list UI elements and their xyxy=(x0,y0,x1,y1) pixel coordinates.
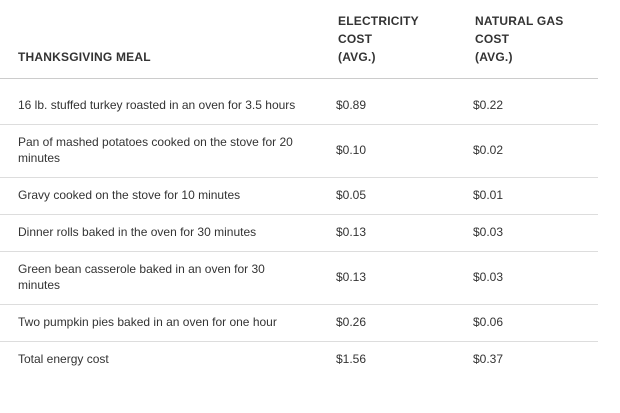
header-electricity-line: COST xyxy=(338,31,373,46)
electricity-cost-cell: $0.13 xyxy=(320,251,457,305)
natural-gas-cost-cell: $0.03 xyxy=(457,251,598,305)
meal-cell: 16 lb. stuffed turkey roasted in an oven… xyxy=(0,87,320,125)
natural-gas-cost-cell: $0.01 xyxy=(457,177,598,215)
natural-gas-cost-cell: $0.22 xyxy=(457,87,598,125)
meal-cell: Gravy cooked on the stove for 10 minutes xyxy=(0,177,320,215)
table-row: Dinner rolls baked in the oven for 30 mi… xyxy=(0,214,598,252)
total-electricity-cost-cell: $1.56 xyxy=(336,352,367,366)
electricity-cost-cell: $0.05 xyxy=(320,177,457,215)
header-electricity-cost: ELECTRICITY COST (AVG.) xyxy=(320,0,457,79)
natural-gas-cost-cell: $0.03 xyxy=(457,214,598,252)
table-header: THANKSGIVING MEAL ELECTRICITY COST (AVG.… xyxy=(0,0,598,79)
electricity-cost-cell: $0.26 xyxy=(320,304,457,342)
meal-cell: Dinner rolls baked in the oven for 30 mi… xyxy=(0,214,320,252)
electricity-cost-cell: $0.10 xyxy=(320,124,457,178)
natural-gas-cost-cell: $0.06 xyxy=(457,304,598,342)
energy-cost-table-container: THANKSGIVING MEAL ELECTRICITY COST (AVG.… xyxy=(0,0,598,378)
header-meal: THANKSGIVING MEAL xyxy=(0,0,320,79)
header-gas-line: NATURAL GAS xyxy=(475,13,564,28)
meal-cell: Two pumpkin pies baked in an oven for on… xyxy=(0,304,320,342)
meal-cell: Pan of mashed potatoes cooked on the sto… xyxy=(0,124,320,178)
table-body: 16 lb. stuffed turkey roasted in an oven… xyxy=(0,78,598,378)
total-natural-gas-cost-cell: $0.37 xyxy=(473,352,504,366)
electricity-cost-cell: $0.89 xyxy=(320,87,457,125)
table-row: Gravy cooked on the stove for 10 minutes… xyxy=(0,177,598,215)
table-row: Green bean casserole baked in an oven fo… xyxy=(0,251,598,305)
electricity-cost-cell: $0.13 xyxy=(320,214,457,252)
header-electricity-line: (AVG.) xyxy=(338,49,376,64)
header-row: THANKSGIVING MEAL ELECTRICITY COST (AVG.… xyxy=(0,0,598,79)
header-meal-line: THANKSGIVING MEAL xyxy=(18,49,151,64)
table-row: 16 lb. stuffed turkey roasted in an oven… xyxy=(0,87,598,125)
energy-cost-table: THANKSGIVING MEAL ELECTRICITY COST (AVG.… xyxy=(0,0,598,378)
header-gas-line: (AVG.) xyxy=(475,49,513,64)
header-gas-line: COST xyxy=(475,31,510,46)
table-spacer xyxy=(0,78,598,87)
meal-cell: Green bean casserole baked in an oven fo… xyxy=(0,251,320,305)
header-natural-gas-cost: NATURAL GAS COST (AVG.) xyxy=(457,0,598,79)
table-row: Pan of mashed potatoes cooked on the sto… xyxy=(0,124,598,178)
table-row-total: Total energy cost $1.56 $0.37 xyxy=(0,341,598,378)
header-electricity-line: ELECTRICITY xyxy=(338,13,419,28)
table-row: Two pumpkin pies baked in an oven for on… xyxy=(0,304,598,342)
natural-gas-cost-cell: $0.02 xyxy=(457,124,598,178)
total-label-cell: Total energy cost xyxy=(18,352,109,366)
